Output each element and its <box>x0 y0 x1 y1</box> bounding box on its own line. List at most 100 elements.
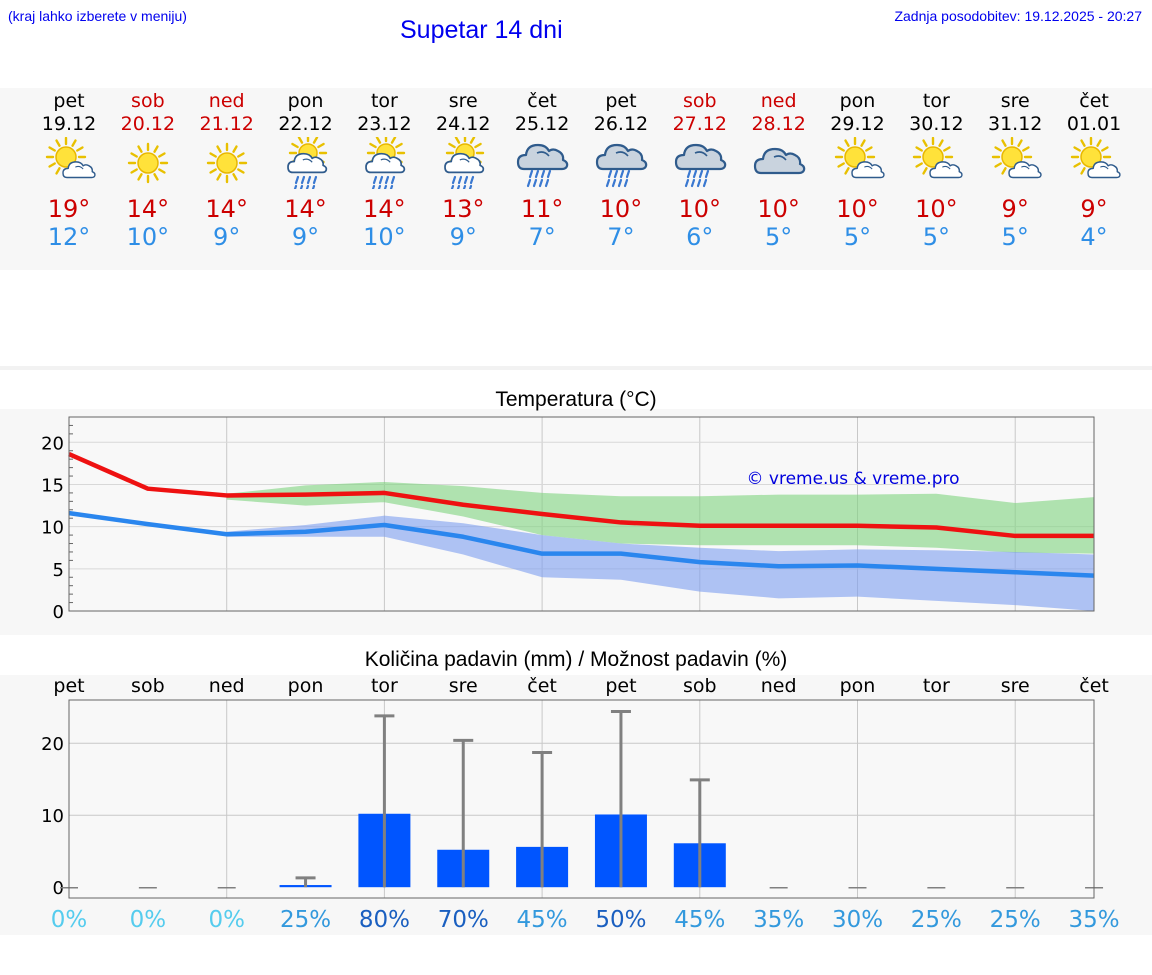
sun-rain-icon <box>444 137 485 189</box>
day-date: 22.12 <box>278 113 333 135</box>
cloud-shape <box>674 143 727 171</box>
day-name: sob <box>131 90 165 112</box>
min-temp: 5° <box>765 223 793 251</box>
max-temp: 9° <box>1080 195 1108 223</box>
temperature-chart: 0 5 10 15 20 © vreme.us & vreme.pro <box>41 416 1095 623</box>
min-temp: 9° <box>291 223 320 251</box>
divider <box>0 366 1152 370</box>
y-tick-label: 20 <box>41 433 64 454</box>
cloud-shape <box>286 152 327 174</box>
rain-shape <box>451 175 475 189</box>
day-column: sre 31.12 9° 5° <box>975 88 1055 251</box>
forecast-days: pet 19.12 19° 12° sob 20.12 14° 10° ned 21.12 14° 9… <box>0 88 1152 270</box>
day-date: 29.12 <box>830 113 885 135</box>
min-temp: 12° <box>47 223 91 251</box>
min-temp: 7° <box>607 223 635 251</box>
day-date: 20.12 <box>120 113 176 135</box>
precip-probability: 70% <box>438 907 489 933</box>
sun-shape <box>127 142 169 184</box>
precip-probability: 50% <box>595 907 646 933</box>
max-temp: 14° <box>363 195 406 223</box>
rain-shape <box>526 169 552 188</box>
y-tick-label: 20 <box>41 734 64 755</box>
precip-probability: 45% <box>674 907 725 933</box>
sun-rain-icon <box>365 137 406 189</box>
x-category-label: ned <box>209 675 245 697</box>
cloud-shape <box>516 143 569 171</box>
cloud-icon <box>753 147 805 175</box>
cloud-shape <box>1008 161 1042 179</box>
min-temp: 5° <box>1001 223 1029 251</box>
rain-shape <box>372 175 396 189</box>
rain-shape <box>293 175 317 189</box>
day-name: sre <box>448 90 478 112</box>
day-date: 31.12 <box>987 113 1043 135</box>
cloud-shape <box>850 161 885 179</box>
day-date: 27.12 <box>672 113 727 135</box>
cloud-shape <box>753 147 805 175</box>
x-category-label: sre <box>449 675 478 697</box>
day-column: ned 28.12 10° 5° <box>739 88 819 251</box>
cloud-rain-icon <box>595 143 648 188</box>
sun-cloud-icon <box>913 137 964 179</box>
day-name: tor <box>922 90 950 112</box>
sun-shape <box>206 142 247 184</box>
min-temp: 10° <box>126 223 170 251</box>
day-date: 21.12 <box>199 113 254 135</box>
day-date: 26.12 <box>593 113 649 135</box>
sun-icon <box>127 142 169 184</box>
day-column: sob 20.12 14° 10° <box>108 88 188 251</box>
cloud-shape <box>1087 161 1121 179</box>
precip-probability: 25% <box>911 907 962 933</box>
last-updated: Zadnja posodobitev: 19.12.2025 - 20:27 <box>894 8 1142 24</box>
day-column: ned 21.12 14° 9° <box>187 88 267 251</box>
day-column: čet 01.01 9° 4° <box>1054 88 1134 251</box>
watermark: © vreme.us & vreme.pro <box>746 469 959 489</box>
max-temp: 14° <box>205 195 248 223</box>
max-temp: 14° <box>284 195 327 223</box>
max-temp: 9° <box>1001 195 1029 223</box>
min-temp: 5° <box>843 223 872 251</box>
min-temp: 4° <box>1080 223 1108 251</box>
precipitation-chart: 0 10 20 pet sob ned pon tor sre čet pet sob ned pon to… <box>41 675 1120 933</box>
cloud-rain-icon <box>674 143 727 188</box>
day-name: pet <box>605 90 637 112</box>
x-category-label: sre <box>1001 675 1030 697</box>
max-temp: 10° <box>836 195 879 223</box>
day-date: 28.12 <box>751 113 806 135</box>
cloud-shape <box>365 152 406 174</box>
temperature-chart-title: Temperatura (°C) <box>495 388 657 411</box>
max-temp: 13° <box>441 195 485 223</box>
min-temp: 9° <box>213 223 241 251</box>
min-temp: 10° <box>363 223 406 251</box>
max-temp: 19° <box>47 195 91 223</box>
max-temp: 11° <box>520 195 564 223</box>
x-category-label: ned <box>761 675 797 697</box>
y-tick-label: 15 <box>41 475 64 496</box>
day-name: pon <box>839 90 876 112</box>
max-temp: 14° <box>126 195 170 223</box>
max-temp: 10° <box>599 195 643 223</box>
day-date: 19.12 <box>41 113 97 135</box>
day-column: čet 25.12 11° 7° <box>502 88 582 251</box>
cloud-shape <box>444 152 485 174</box>
x-category-label: pet <box>53 675 84 697</box>
day-name: sre <box>1000 90 1030 112</box>
sun-cloud-icon <box>1070 137 1121 179</box>
plot-area <box>69 700 1094 898</box>
precip-probability: 25% <box>990 907 1041 933</box>
day-name: tor <box>370 90 398 112</box>
day-date: 23.12 <box>357 113 412 135</box>
x-category-label: pon <box>840 675 876 697</box>
max-temp: 10° <box>757 195 800 223</box>
day-column: pet 26.12 10° 7° <box>581 88 661 251</box>
x-category-label: tor <box>923 675 950 697</box>
y-tick-label: 10 <box>41 806 64 827</box>
day-name: pon <box>287 90 324 112</box>
cloud-shape <box>929 161 964 179</box>
cloud-shape <box>595 143 648 171</box>
day-name: ned <box>760 90 797 112</box>
precip-probability: 0% <box>208 907 245 933</box>
precip-probability: 30% <box>832 907 883 933</box>
x-category-label: čet <box>527 675 557 697</box>
